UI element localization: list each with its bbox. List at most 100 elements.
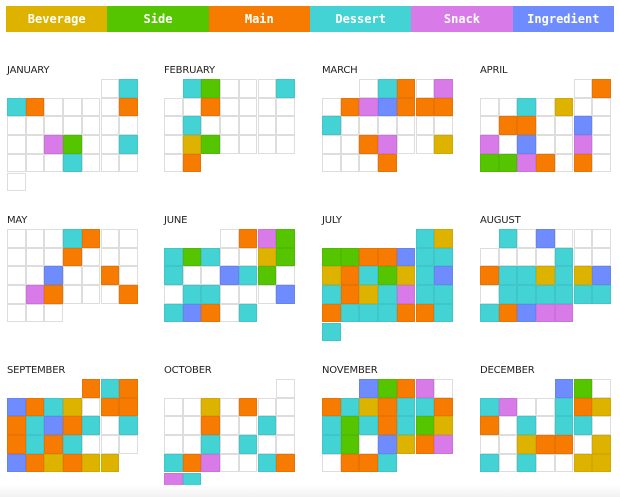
day-cell-15-empty[interactable] (276, 416, 295, 436)
day-cell-14-dessert[interactable] (257, 416, 277, 436)
day-cell-27-dessert[interactable] (63, 153, 82, 173)
day-cell-5-main[interactable] (359, 247, 379, 267)
day-cell-29-empty[interactable] (554, 453, 574, 473)
day-cell-11-dessert[interactable] (415, 397, 435, 417)
day-cell-22-empty[interactable] (276, 435, 295, 454)
day-cell-16-empty[interactable] (378, 116, 397, 136)
day-cell-7-empty[interactable] (257, 397, 277, 417)
day-cell-2-empty[interactable] (25, 229, 45, 248)
day-cell-28-main[interactable] (396, 303, 416, 323)
day-cell-10-empty[interactable] (7, 116, 26, 136)
day-cell-28-main[interactable] (63, 453, 82, 473)
day-cell-30-dessert[interactable] (434, 303, 453, 323)
day-cell-8-empty[interactable] (182, 97, 202, 117)
day-cell-21-empty[interactable] (340, 135, 360, 154)
day-cell-19-empty[interactable] (257, 116, 277, 136)
day-cell-18-empty[interactable] (238, 116, 258, 136)
day-cell-10-beverage[interactable] (322, 266, 341, 286)
day-cell-25-empty[interactable] (238, 135, 258, 154)
day-cell-13-dessert[interactable] (322, 416, 341, 436)
day-cell-30-dessert[interactable] (238, 303, 258, 323)
day-cell-17-side[interactable] (257, 266, 277, 286)
day-cell-6-empty[interactable] (592, 229, 611, 248)
day-cell-17-empty[interactable] (220, 116, 239, 136)
day-cell-22-empty[interactable] (359, 435, 379, 454)
day-cell-22-dessert[interactable] (415, 285, 435, 304)
day-cell-31-beverage[interactable] (592, 453, 611, 473)
day-cell-16-dessert[interactable] (517, 266, 537, 286)
day-cell-17-empty[interactable] (396, 116, 416, 136)
day-cell-24-dessert[interactable] (536, 285, 555, 304)
day-cell-27-dessert[interactable] (517, 453, 537, 473)
day-cell-9-dessert[interactable] (434, 247, 453, 267)
day-cell-24-empty[interactable] (7, 153, 26, 173)
day-cell-29-empty[interactable] (7, 303, 26, 323)
day-cell-10-empty[interactable] (480, 116, 499, 136)
day-cell-4-dessert[interactable] (63, 229, 82, 248)
day-cell-21-empty[interactable] (554, 135, 574, 154)
day-cell-12-dessert[interactable] (359, 266, 379, 286)
day-cell-24-empty[interactable] (257, 285, 277, 304)
day-cell-7-empty[interactable] (480, 247, 499, 267)
day-cell-23-snack[interactable] (378, 135, 397, 154)
day-cell-18-dessert[interactable] (201, 435, 221, 454)
day-cell-2-side[interactable] (378, 379, 397, 398)
day-cell-11-main[interactable] (340, 266, 360, 286)
day-cell-12-empty[interactable] (498, 416, 518, 436)
day-cell-25-dessert[interactable] (554, 285, 574, 304)
day-cell-8-empty[interactable] (498, 247, 518, 267)
day-cell-2-main[interactable] (238, 229, 258, 248)
day-cell-25-ingredient[interactable] (7, 453, 26, 473)
day-cell-23-empty[interactable] (573, 435, 593, 454)
day-cell-22-empty[interactable] (220, 285, 239, 304)
day-cell-28-empty[interactable] (536, 453, 555, 473)
day-cell-14-main[interactable] (63, 416, 82, 436)
day-cell-15-dessert[interactable] (359, 416, 379, 436)
day-cell-6-empty[interactable] (322, 97, 341, 117)
day-cell-23-dessert[interactable] (119, 135, 138, 154)
day-cell-21-main[interactable] (536, 435, 555, 454)
day-cell-13-empty[interactable] (592, 247, 611, 267)
day-cell-14-empty[interactable] (201, 266, 221, 286)
day-cell-7-empty[interactable] (536, 397, 555, 417)
day-cell-31-empty[interactable] (44, 303, 64, 323)
day-cell-13-ingredient[interactable] (44, 416, 64, 436)
day-cell-20-beverage[interactable] (517, 435, 537, 454)
day-cell-6-side[interactable] (182, 247, 202, 267)
day-cell-9-main[interactable] (119, 97, 138, 117)
day-cell-11-empty[interactable] (238, 97, 258, 117)
day-cell-5-empty[interactable] (257, 79, 277, 98)
day-cell-26-snack[interactable] (517, 153, 537, 173)
day-cell-13-side[interactable] (378, 266, 397, 286)
day-cell-17-ingredient[interactable] (44, 266, 64, 286)
day-cell-19-ingredient[interactable] (517, 135, 537, 154)
day-cell-16-dessert[interactable] (238, 266, 258, 286)
day-cell-23-empty[interactable] (592, 135, 611, 154)
day-cell-23-dessert[interactable] (434, 285, 453, 304)
day-cell-5-main[interactable] (25, 397, 45, 417)
day-cell-5-empty[interactable] (44, 97, 64, 117)
day-cell-29-empty[interactable] (359, 153, 379, 173)
day-cell-18-empty[interactable] (25, 135, 45, 154)
day-cell-30-beverage[interactable] (573, 453, 593, 473)
day-cell-20-side[interactable] (63, 135, 82, 154)
day-cell-18-empty[interactable] (498, 135, 518, 154)
day-cell-9-ingredient[interactable] (378, 97, 397, 117)
day-cell-8-empty[interactable] (573, 97, 593, 117)
day-cell-28-main[interactable] (201, 303, 221, 323)
day-cell-18-empty[interactable] (63, 266, 82, 286)
day-cell-13-empty[interactable] (63, 116, 82, 136)
day-cell-8-empty[interactable] (100, 97, 120, 117)
day-cell-11-main[interactable] (415, 97, 435, 117)
legend-item-side[interactable]: Side (107, 6, 209, 32)
day-cell-26-snack[interactable] (434, 435, 453, 454)
day-cell-16-dessert[interactable] (573, 416, 593, 436)
day-cell-9-empty[interactable] (238, 247, 258, 267)
day-cell-9-main[interactable] (201, 97, 221, 117)
day-cell-16-empty[interactable] (164, 435, 183, 454)
day-cell-3-main[interactable] (396, 379, 416, 398)
day-cell-9-main[interactable] (100, 397, 120, 417)
day-cell-15-dessert[interactable] (81, 416, 101, 436)
day-cell-8-empty[interactable] (220, 247, 239, 267)
day-cell-1-empty[interactable] (359, 79, 379, 98)
